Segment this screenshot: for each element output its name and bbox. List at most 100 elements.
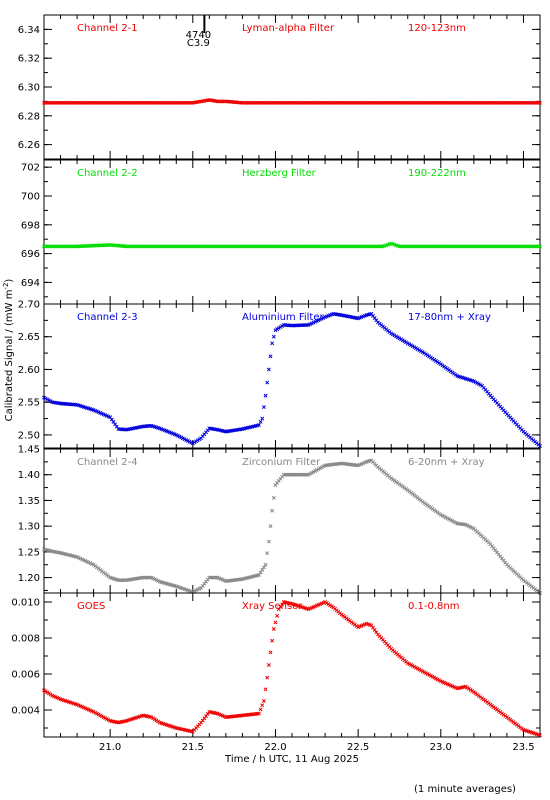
data-point — [268, 524, 273, 529]
filter-label: Herzberg Filter — [242, 168, 317, 179]
data-point — [538, 100, 542, 105]
filter-label: Xray Sensor — [242, 601, 303, 612]
y-tick-label: 0.008 — [11, 634, 40, 645]
panel-frame — [43, 448, 541, 594]
flare-marker-label-top: 4740 — [186, 30, 211, 41]
data-point — [260, 416, 265, 421]
data-point — [278, 604, 283, 609]
data-point — [538, 444, 542, 448]
y-tick-label: 1.25 — [18, 547, 40, 558]
y-tick-label: 700 — [21, 192, 40, 203]
data-point — [265, 551, 270, 556]
data-point — [263, 562, 268, 567]
data-point — [258, 419, 263, 424]
data-point — [270, 638, 275, 643]
x-tick-label: 23.0 — [430, 742, 452, 753]
channel-label: GOES — [77, 601, 105, 612]
x-tick-label: 23.5 — [512, 742, 534, 753]
data-point — [276, 607, 281, 612]
x-axis-label: Time / h UTC, 11 Aug 2025 — [224, 754, 359, 765]
y-tick-label: 0.010 — [11, 598, 40, 609]
y-tick-label: 696 — [21, 249, 40, 260]
x-tick-label: 21.5 — [182, 742, 204, 753]
y-tick-label: 1.45 — [18, 445, 40, 456]
y-tick-label: 698 — [21, 220, 40, 231]
filter-label: Zirconium Filter — [242, 457, 321, 468]
data-point — [271, 334, 276, 339]
channel-label: Channel 2-3 — [77, 312, 138, 323]
band-label: 120-123nm — [408, 23, 466, 34]
data-point — [258, 570, 263, 575]
y-axis-label-main: Calibrated Signal / (mW m — [4, 290, 15, 422]
x-tick-label: 21.0 — [99, 742, 121, 753]
y-tick-label: 1.20 — [18, 573, 40, 584]
data-point — [258, 707, 263, 712]
channel-label: Channel 2-4 — [77, 457, 138, 468]
data-point — [266, 663, 271, 667]
series-1 — [42, 98, 542, 105]
y-tick-label: 702 — [21, 163, 40, 174]
panel-3: 2.50 2.55 2.60 2.65 2.70 Channel 2-3 Aluminium… — [18, 300, 542, 449]
data-point — [271, 495, 276, 500]
data-point — [275, 613, 280, 618]
data-point — [266, 367, 271, 372]
series-4 — [42, 458, 542, 595]
panel-frame — [43, 159, 541, 305]
data-point — [268, 650, 273, 655]
channel-label: Channel 2-1 — [77, 23, 138, 34]
panel-1: 6.26 6.28 6.30 6.32 6.34 Channel 2-1 Lyman-alp… — [18, 14, 542, 160]
y-tick-label: 0.004 — [11, 706, 40, 717]
averaging-note: (1 minute averages) — [414, 784, 516, 795]
data-point — [260, 567, 265, 572]
y-tick-label: 2.60 — [18, 365, 40, 376]
panel-4: 1.20 1.25 1.30 1.35 1.40 1.45 Channel 2-4 Zirco… — [18, 445, 542, 595]
flare-marker-label-bottom: C3.9 — [187, 38, 210, 49]
data-point — [270, 508, 275, 513]
y-tick-label: 0.006 — [11, 670, 40, 681]
series-5 — [42, 600, 542, 738]
panel-frame — [43, 14, 541, 160]
data-point — [263, 393, 268, 398]
data-point — [263, 687, 268, 692]
data-point — [260, 703, 265, 708]
x-tick-label: 22.0 — [264, 742, 286, 753]
y-tick-label: 6.34 — [18, 25, 40, 36]
y-tick-label: 6.30 — [18, 83, 40, 94]
y-tick-label: 2.70 — [18, 300, 40, 311]
channel-label: Channel 2-2 — [77, 168, 138, 179]
data-point — [265, 380, 270, 385]
panel-2: 694 696 698 700 702 Channel 2-2 Herzberg Filte… — [21, 159, 542, 305]
data-point — [271, 627, 276, 631]
data-point — [270, 341, 275, 346]
filter-label: Lyman-alpha Filter — [242, 23, 335, 34]
y-tick-label: 694 — [21, 278, 40, 289]
band-label: 190-222nm — [408, 168, 466, 179]
data-point — [265, 675, 270, 680]
data-point — [256, 711, 261, 716]
data-point — [261, 699, 266, 703]
y-tick-label: 6.26 — [18, 140, 40, 151]
y-tick-label: 6.32 — [18, 54, 40, 65]
band-label: 6-20nm + Xray — [408, 457, 485, 468]
y-axis-label-end: ) — [4, 279, 15, 283]
y-tick-label: 2.50 — [18, 430, 40, 441]
band-label: 0.1-0.8nm — [408, 601, 460, 612]
y-tick-label: 2.65 — [18, 332, 40, 343]
series-3 — [42, 311, 542, 448]
y-tick-label: 6.28 — [18, 111, 40, 122]
data-point — [268, 354, 273, 359]
y-tick-label: 1.40 — [18, 470, 40, 481]
series-2 — [42, 241, 542, 249]
panel-5: 0.004 0.006 0.008 0.010 21.0 21.5 22.0 22.5 23.0… — [11, 592, 542, 753]
data-point — [280, 602, 285, 607]
y-axis-label: Calibrated Signal / (mW m-2) — [2, 279, 15, 422]
flare-marker: 4740 C3.9 — [186, 15, 211, 49]
data-point — [261, 405, 266, 410]
data-point — [261, 565, 266, 570]
y-tick-label: 2.55 — [18, 398, 40, 409]
data-point — [256, 573, 261, 577]
band-label: 17-80nm + Xray — [408, 312, 491, 323]
data-point — [538, 733, 542, 738]
panel-frame — [43, 592, 541, 738]
x-tick-label: 22.5 — [347, 742, 369, 753]
